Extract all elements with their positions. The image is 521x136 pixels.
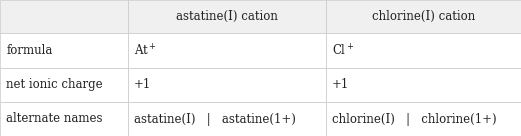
Bar bbox=[128, 33, 326, 68]
Bar bbox=[128, 102, 326, 136]
Text: formula: formula bbox=[6, 44, 53, 57]
Bar bbox=[0, 0, 128, 33]
Bar bbox=[128, 0, 326, 33]
Text: +1: +1 bbox=[332, 78, 349, 91]
Text: Cl$^+$: Cl$^+$ bbox=[332, 43, 354, 58]
Text: +1: +1 bbox=[134, 78, 151, 91]
Text: net ionic charge: net ionic charge bbox=[6, 78, 103, 91]
Bar bbox=[128, 68, 326, 102]
Text: At$^+$: At$^+$ bbox=[134, 43, 157, 58]
Bar bbox=[326, 0, 521, 33]
Text: alternate names: alternate names bbox=[6, 112, 103, 126]
Bar bbox=[0, 102, 128, 136]
Text: chlorine(I) cation: chlorine(I) cation bbox=[371, 10, 475, 23]
Bar bbox=[326, 102, 521, 136]
Bar bbox=[326, 68, 521, 102]
Bar bbox=[0, 68, 128, 102]
Bar bbox=[0, 33, 128, 68]
Bar bbox=[326, 33, 521, 68]
Text: chlorine(I)   |   chlorine(1+): chlorine(I) | chlorine(1+) bbox=[332, 112, 497, 126]
Text: astatine(I) cation: astatine(I) cation bbox=[176, 10, 278, 23]
Text: astatine(I)   |   astatine(1+): astatine(I) | astatine(1+) bbox=[134, 112, 296, 126]
